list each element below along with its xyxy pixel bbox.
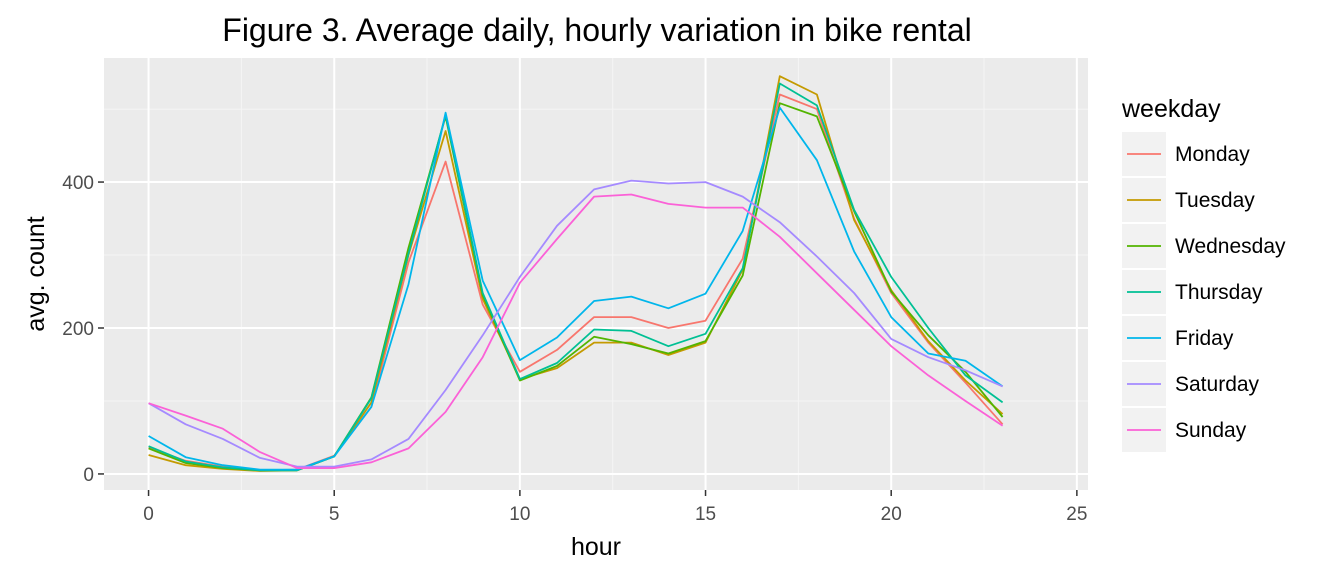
- legend-label: Friday: [1175, 327, 1234, 350]
- x-tick-label: 5: [329, 504, 340, 525]
- x-axis-title: hour: [571, 533, 621, 561]
- legend-title: weekday: [1121, 95, 1221, 123]
- legend-label: Sunday: [1175, 419, 1247, 442]
- series-line-friday: [148, 106, 1004, 471]
- legend-label: Wednesday: [1175, 235, 1286, 258]
- series-lines: [148, 75, 1004, 472]
- plot-panel: [104, 58, 1088, 490]
- x-tick-label: 10: [509, 504, 530, 525]
- x-tick-label: 15: [695, 504, 716, 525]
- series-line-sunday: [148, 193, 1004, 470]
- legend: Monday Tuesday Wednesday Thursday Friday Satu…: [1122, 132, 1286, 452]
- legend-label: Monday: [1175, 143, 1250, 166]
- legend-label: Saturday: [1175, 373, 1260, 396]
- x-tick-label: 20: [881, 504, 902, 525]
- grid-major: [104, 58, 1088, 490]
- y-axis-title: avg. count: [22, 216, 50, 331]
- legend-label: Tuesday: [1175, 189, 1255, 212]
- legend-label: Thursday: [1175, 281, 1263, 304]
- y-tick-label: 0: [83, 465, 94, 486]
- x-tick-label: 0: [143, 504, 154, 525]
- x-tick-label: 25: [1066, 504, 1087, 525]
- y-tick-label: 400: [62, 173, 94, 194]
- grid-minor: [104, 58, 1088, 490]
- y-axis: 0 200 400: [62, 173, 104, 486]
- y-tick-label: 200: [62, 319, 94, 340]
- x-axis: 0 5 10 15 20 25: [143, 490, 1087, 525]
- chart-title: Figure 3. Average daily, hourly variatio…: [222, 12, 971, 48]
